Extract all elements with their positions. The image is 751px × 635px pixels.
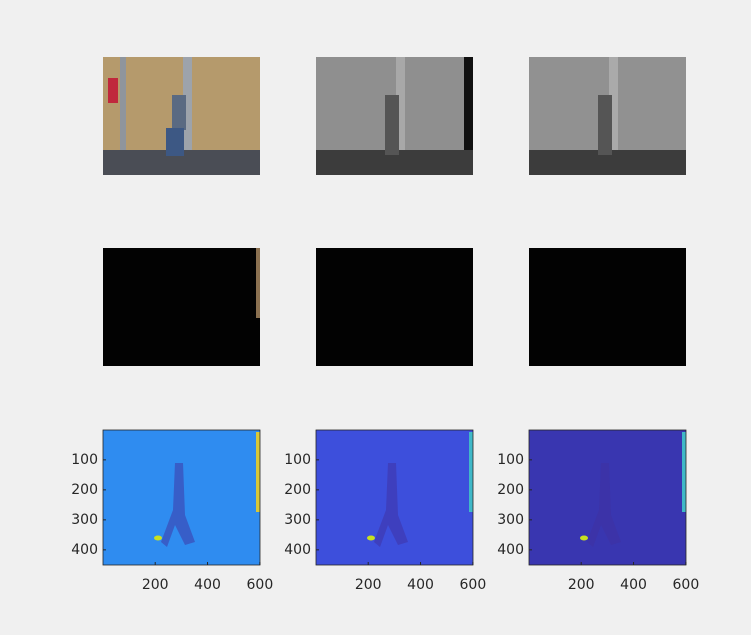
edge-strip — [256, 432, 260, 512]
y-tick-label: 200 — [284, 482, 311, 498]
foot-highlight — [367, 536, 375, 541]
x-tick-label: 200 — [355, 577, 382, 593]
figure: 100 200 300 400 200 400 600 100 200 300 400 200 400 6… — [0, 0, 751, 635]
x-tick-label: 400 — [407, 577, 434, 593]
y-tick-label: 200 — [497, 482, 524, 498]
x-tick-label: 200 — [142, 577, 169, 593]
diff-image — [316, 248, 473, 366]
edge-strip — [682, 432, 686, 512]
foot-highlight — [580, 536, 588, 541]
x-tick-label: 200 — [568, 577, 595, 593]
y-tick-label: 100 — [497, 452, 524, 468]
diff-edge — [256, 248, 260, 318]
y-tick-label: 400 — [71, 542, 98, 558]
y-tick-label: 400 — [497, 542, 524, 558]
y-tick-label: 200 — [71, 482, 98, 498]
y-tick-label: 300 — [497, 512, 524, 528]
x-tick-label: 600 — [460, 577, 487, 593]
photo-gray — [316, 57, 473, 175]
y-tick-label: 400 — [284, 542, 311, 558]
x-tick-label: 600 — [247, 577, 274, 593]
x-tick-label: 600 — [673, 577, 700, 593]
y-tick-label: 300 — [71, 512, 98, 528]
y-tick-label: 100 — [284, 452, 311, 468]
x-tick-label: 400 — [194, 577, 221, 593]
foot-highlight — [154, 536, 162, 541]
edge-strip — [469, 432, 473, 512]
photo-gray-2 — [529, 57, 686, 175]
x-tick-label: 400 — [620, 577, 647, 593]
photo-color — [103, 57, 260, 175]
diff-image — [103, 248, 260, 366]
diff-image — [529, 248, 686, 366]
y-tick-label: 100 — [71, 452, 98, 468]
y-tick-label: 300 — [284, 512, 311, 528]
